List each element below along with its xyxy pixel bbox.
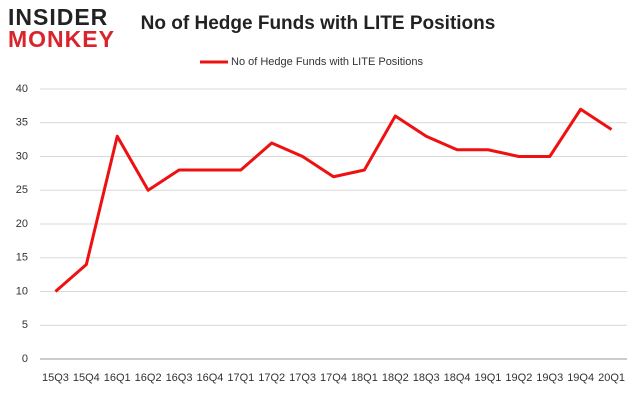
y-tick-label: 0 <box>22 353 28 365</box>
y-tick-label: 30 <box>16 150 28 162</box>
line-series <box>54 107 613 293</box>
x-tick-label: 15Q4 <box>73 372 100 384</box>
y-tick-label: 25 <box>16 184 28 196</box>
legend-label: No of Hedge Funds with LITE Positions <box>231 56 423 68</box>
y-tick-label: 5 <box>22 319 28 331</box>
x-tick-label: 19Q4 <box>567 372 594 384</box>
x-tick-label: 19Q3 <box>536 372 563 384</box>
y-tick-label: 10 <box>16 285 28 297</box>
x-tick-label: 18Q4 <box>444 372 471 384</box>
x-tick-label: 17Q4 <box>320 372 347 384</box>
x-tick-label: 17Q3 <box>289 372 316 384</box>
x-tick-label: 17Q2 <box>258 372 285 384</box>
x-tick-label: 18Q1 <box>351 372 378 384</box>
x-tick-label: 18Q2 <box>382 372 409 384</box>
x-tick-label: 19Q1 <box>475 372 502 384</box>
logo-line1: INSIDER <box>8 4 108 30</box>
x-tick-label: 20Q1 <box>598 372 625 384</box>
x-tick-label: 16Q1 <box>104 372 131 384</box>
x-tick-label: 18Q3 <box>413 372 440 384</box>
y-tick-label: 15 <box>16 252 28 264</box>
x-tick-label: 16Q2 <box>135 372 162 384</box>
y-tick-label: 40 <box>16 83 28 95</box>
y-tick-label: 35 <box>16 117 28 129</box>
x-tick-label: 16Q4 <box>196 372 223 384</box>
chart-title: No of Hedge Funds with LITE Positions <box>141 13 496 34</box>
logo-line2: MONKEY <box>8 26 115 52</box>
x-tick-label: 19Q2 <box>505 372 532 384</box>
y-tick-label: 20 <box>16 218 28 230</box>
x-tick-label: 16Q3 <box>166 372 193 384</box>
x-tick-label: 15Q3 <box>42 372 69 384</box>
x-tick-label: 17Q1 <box>227 372 254 384</box>
